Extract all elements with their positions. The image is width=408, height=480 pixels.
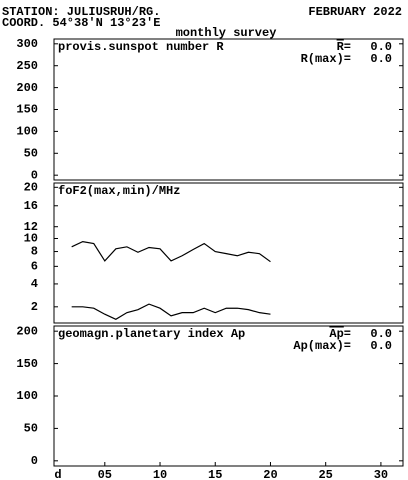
panel-frame — [53, 182, 404, 324]
panel-title: foF2(max,min)/MHz — [58, 184, 180, 198]
x-tick-label: 10 — [153, 468, 167, 480]
y-tick-label: 0 — [31, 454, 38, 468]
y-tick-label: 10 — [24, 232, 38, 246]
x-axis-label: d — [54, 468, 61, 480]
stat-name: R= — [337, 40, 351, 54]
y-tick-label: 250 — [16, 59, 38, 73]
series-line — [71, 241, 271, 263]
stat-value: 0.0 — [370, 52, 392, 66]
x-tick-label: 20 — [263, 468, 277, 480]
y-tick-label: 300 — [16, 37, 38, 51]
stat-name: R(max)= — [301, 52, 351, 66]
x-tick-label: 15 — [208, 468, 222, 480]
stat-name: Ap= — [329, 327, 351, 341]
y-tick-label: 50 — [24, 422, 38, 436]
station: STATION: JULIUSRUH/RG. — [2, 5, 160, 19]
series-line — [71, 303, 271, 320]
y-tick-label: 100 — [16, 389, 38, 403]
y-tick-label: 150 — [16, 103, 38, 117]
y-tick-label: 200 — [16, 81, 38, 95]
y-tick-label: 16 — [24, 199, 38, 213]
stat-name: Ap(max)= — [293, 339, 351, 353]
y-tick-label: 12 — [24, 220, 38, 234]
coord: COORD. 54°38'N 13°23'E — [2, 16, 160, 30]
y-tick-label: 50 — [24, 146, 38, 160]
y-tick-label: 2 — [31, 300, 38, 314]
stat-value: 0.0 — [370, 339, 392, 353]
month: FEBRUARY 2022 — [308, 5, 402, 19]
y-tick-label: 200 — [16, 324, 38, 338]
y-tick-label: 100 — [16, 125, 38, 139]
stat-value: 0.0 — [370, 327, 392, 341]
x-tick-label: 30 — [374, 468, 388, 480]
stat-value: 0.0 — [370, 40, 392, 54]
subtitle: monthly survey — [176, 26, 277, 40]
y-tick-label: 0 — [31, 168, 38, 182]
y-tick-label: 20 — [24, 180, 38, 194]
panel-title: geomagn.planetary index Ap — [58, 327, 245, 341]
panel-title: provis.sunspot number R — [58, 40, 224, 54]
x-tick-label: 25 — [318, 468, 332, 480]
y-tick-label: 8 — [31, 245, 38, 259]
y-tick-label: 4 — [31, 277, 38, 291]
y-tick-label: 6 — [31, 260, 38, 274]
y-tick-label: 150 — [16, 357, 38, 371]
x-tick-label: 05 — [98, 468, 112, 480]
